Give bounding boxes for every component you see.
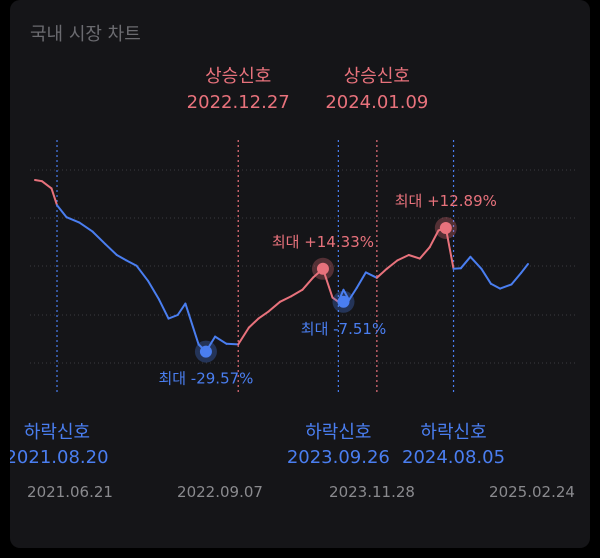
series-segment — [237, 326, 250, 346]
signal-label: 상승신호 — [205, 66, 271, 87]
series-segment — [385, 259, 399, 270]
x-tick-label: 2023.11.28 — [329, 483, 415, 501]
series-segment — [510, 272, 523, 286]
series-segment — [499, 283, 513, 290]
series-segment — [418, 246, 431, 260]
series-segment — [65, 216, 81, 224]
series-segment — [428, 229, 440, 249]
series-segment — [520, 263, 529, 274]
series-segment — [104, 243, 118, 256]
series-segment — [396, 254, 410, 262]
series-segment — [290, 288, 304, 298]
series-segment — [184, 302, 200, 346]
series-segment — [91, 230, 107, 246]
series-segment — [267, 300, 282, 313]
series-segment — [375, 267, 388, 279]
series-segment — [34, 179, 43, 183]
x-tick-label: 2025.02.24 — [489, 483, 575, 501]
series-segment — [301, 276, 315, 291]
series-segment — [331, 296, 340, 303]
series-segment — [469, 255, 483, 270]
series-segment — [40, 180, 53, 190]
peak-label: 최대 +14.33% — [272, 233, 374, 251]
series-segment — [355, 271, 367, 289]
series-segment — [135, 264, 149, 282]
series-segment — [50, 187, 59, 207]
chart-card: 국내 시장 차트 하락신호 2021.08.20 상승신호 2022.12.27 하락신… — [10, 0, 590, 548]
series-segment — [115, 254, 128, 262]
peak-marker — [337, 295, 350, 308]
series-segment — [347, 287, 358, 301]
signal-date: 2022.12.27 — [187, 92, 290, 113]
series-segment — [167, 314, 179, 320]
series-segment — [78, 221, 94, 233]
signal-date: 2023.09.26 — [287, 447, 390, 468]
x-tick-label: 2022.09.07 — [177, 483, 263, 501]
peak-marker — [199, 345, 212, 358]
signal-date: 2024.01.09 — [325, 92, 428, 113]
series-segment — [157, 298, 170, 320]
series-segment — [480, 267, 492, 285]
peak-label: 최대 -29.57% — [158, 370, 253, 388]
series-segment — [452, 267, 462, 270]
series-segment — [176, 302, 187, 316]
series-segment — [125, 259, 138, 267]
series-segment — [247, 317, 260, 329]
series-segment — [489, 282, 502, 290]
signal-label: 하락신호 — [24, 422, 90, 443]
market-chart: 하락신호 2021.08.20 상승신호 2022.12.27 하락신호 2023.09.… — [10, 66, 575, 501]
signal-date: 2021.08.20 — [10, 447, 109, 468]
series-segment — [459, 255, 472, 270]
peak-marker — [439, 222, 452, 234]
series-segment — [257, 310, 270, 320]
series-segment — [214, 335, 228, 345]
signal-label: 하락신호 — [420, 422, 486, 443]
series-segment — [407, 254, 421, 260]
series-segment — [364, 271, 378, 279]
x-tick-label: 2021.06.21 — [27, 483, 113, 501]
series-segment — [146, 279, 160, 301]
signal-date: 2024.08.05 — [402, 447, 505, 468]
series-segment — [444, 227, 455, 270]
peak-marker — [316, 262, 329, 275]
series-segment — [225, 342, 240, 346]
series-segment — [56, 204, 68, 219]
chart-title: 국내 시장 차트 — [30, 24, 141, 45]
peak-label: 최대 -7.51% — [301, 320, 386, 338]
series-segment — [279, 295, 293, 303]
signal-label: 상승신호 — [344, 66, 410, 87]
peak-label: 최대 +12.89% — [395, 192, 497, 210]
signal-label: 하락신호 — [305, 422, 371, 443]
